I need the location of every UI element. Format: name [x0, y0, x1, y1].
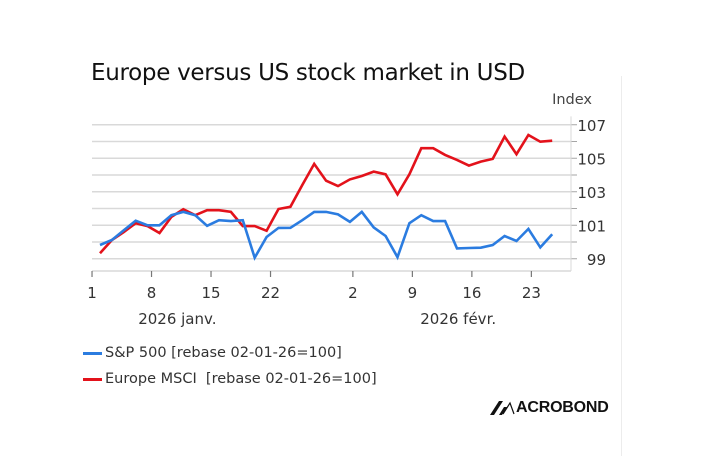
legend-swatch-europe-msci [83, 377, 102, 381]
x-group-label: 2026 janv. [138, 310, 216, 328]
legend-item-sp500[interactable]: S&P 500 [rebase 02-01-26=100] [83, 340, 377, 366]
series-lines [99, 133, 554, 261]
legend: S&P 500 [rebase 02-01-26=100] Europe MSC… [83, 340, 377, 392]
series-line-sp500 [99, 210, 554, 261]
x-tick-label: 22 [261, 284, 280, 302]
axes [91, 116, 577, 277]
x-tick-label: 2 [348, 284, 358, 302]
y-tick-label: 103 [577, 184, 606, 202]
x-tick-label: 16 [462, 284, 481, 302]
x-tick-label: 15 [201, 284, 220, 302]
y-tick-label: 105 [577, 150, 606, 168]
x-tick-label: 9 [408, 284, 418, 302]
legend-item-europe-msci[interactable]: Europe MSCI [rebase 02-01-26=100] [83, 366, 377, 392]
acrobond-logo: ACROBOND [490, 399, 609, 417]
x-tick-label: 1 [87, 284, 97, 302]
acrobond-logo-icon [490, 401, 515, 415]
y-tick-label: 99 [587, 251, 606, 269]
chart-title: Europe versus US stock market in USD [91, 60, 525, 86]
legend-label-sp500: S&P 500 [rebase 02-01-26=100] [105, 345, 342, 361]
frame-divider [621, 76, 622, 456]
legend-label-europe-msci: Europe MSCI [rebase 02-01-26=100] [105, 371, 377, 387]
acrobond-logo-text: ACROBOND [516, 399, 609, 416]
y-tick-label: 101 [577, 217, 606, 235]
x-tick-label: 23 [522, 284, 541, 302]
x-group-label: 2026 févr. [420, 310, 496, 328]
x-tick-label: 8 [147, 284, 157, 302]
legend-swatch-sp500 [83, 351, 102, 355]
y-tick-label: 107 [577, 117, 606, 135]
series-line-europe-msci [99, 133, 553, 255]
y-axis-title: Index [552, 92, 592, 108]
